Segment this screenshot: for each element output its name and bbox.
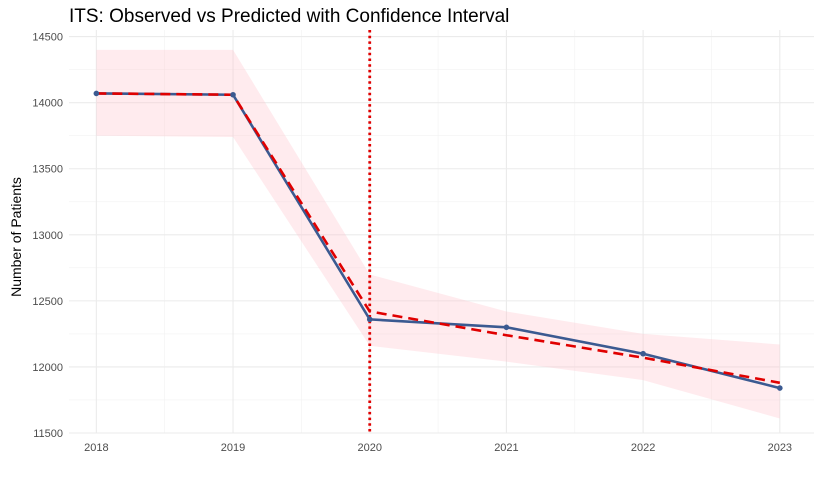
x-tick-label: 2021: [494, 442, 518, 454]
series-layer: [93, 90, 783, 391]
y-tick-label: 13000: [32, 230, 63, 242]
y-tick-label: 12000: [32, 362, 63, 374]
chart-title: ITS: Observed vs Predicted with Confiden…: [69, 6, 510, 27]
observed-point: [93, 90, 100, 97]
axis-labels: 2018 2019 2020 2021 2022 2023 11500 12000 12500 1…: [32, 32, 792, 454]
predicted-line: [96, 92, 781, 385]
y-tick-label: 12500: [32, 296, 63, 308]
observed-point: [777, 385, 783, 391]
confidence-band-layer: [96, 49, 780, 419]
x-tick-label: 2022: [631, 442, 655, 454]
x-tick-label: 2023: [768, 442, 792, 454]
y-tick-label: 14000: [32, 98, 63, 110]
observed-point: [640, 350, 646, 357]
y-tick-label: 14500: [32, 32, 63, 44]
x-tick-label: 2018: [84, 442, 108, 454]
y-tick-label: 11500: [33, 428, 63, 440]
y-tick-label: 13500: [32, 164, 63, 176]
x-tick-label: 2020: [357, 442, 381, 454]
observed-point: [366, 316, 373, 323]
y-axis-title: Number of Patients: [8, 177, 24, 297]
observed-point: [230, 91, 236, 98]
x-tick-label: 2019: [221, 442, 245, 454]
confidence-band: [96, 49, 780, 419]
observed-point: [503, 324, 510, 331]
